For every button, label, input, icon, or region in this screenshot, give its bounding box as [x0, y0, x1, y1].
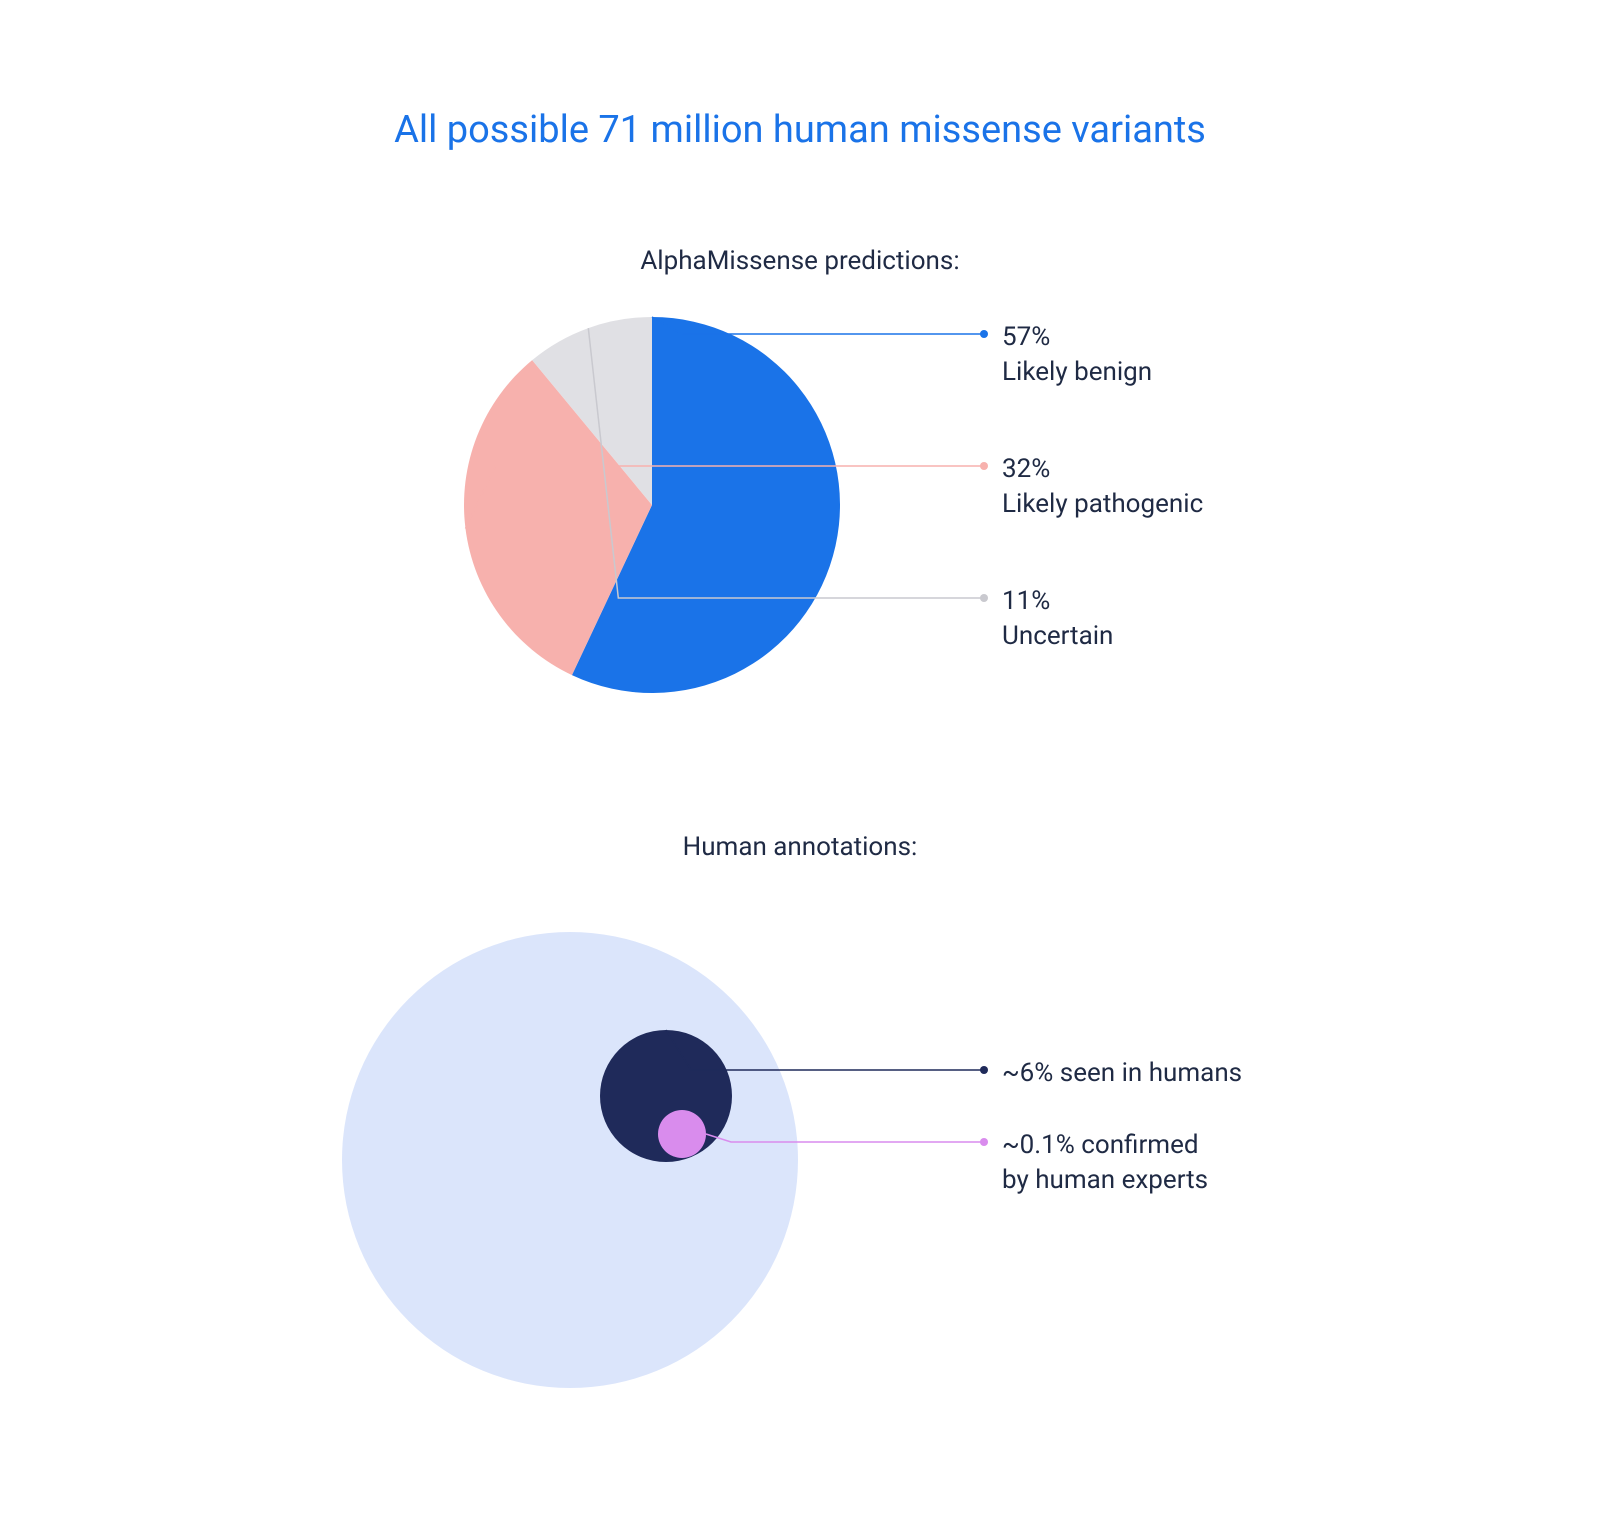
bubble-outer [342, 932, 798, 1388]
label-seen-in-humans-text: ~6% seen in humans [1002, 1056, 1242, 1091]
infographic-canvas: All possible 71 million human missense v… [0, 0, 1600, 1524]
label-confirmed-experts-line: by human experts [1002, 1163, 1208, 1198]
leader-dot [980, 1066, 988, 1074]
label-seen-in-humans: ~6% seen in humans [1002, 1056, 1242, 1091]
label-confirmed-experts: ~0.1% confirmedby human experts [1002, 1128, 1208, 1198]
label-confirmed-experts-line: ~0.1% confirmed [1002, 1128, 1208, 1163]
bubble-confirmed-experts [658, 1110, 706, 1158]
bubble-chart [0, 0, 1600, 1524]
leader-dot [980, 1138, 988, 1146]
